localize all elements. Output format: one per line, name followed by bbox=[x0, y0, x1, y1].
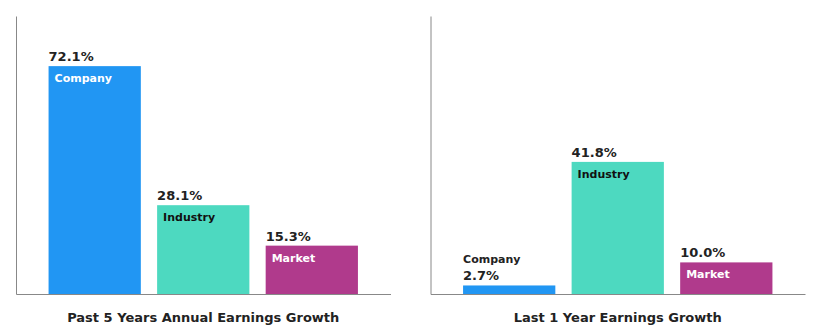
labels: 72.1% Company 28.1% Industry 15.3% Market bbox=[49, 49, 316, 265]
value-label: 28.1% bbox=[157, 188, 202, 203]
x-axis-line bbox=[17, 294, 392, 295]
bar bbox=[572, 162, 664, 294]
bar bbox=[266, 246, 358, 294]
category-label: Company bbox=[463, 253, 520, 266]
bars bbox=[49, 66, 358, 294]
value-label: 2.7% bbox=[463, 268, 499, 283]
category-label: Market bbox=[686, 268, 730, 281]
category-label: Company bbox=[55, 72, 112, 85]
bar bbox=[680, 262, 772, 294]
y-axis bbox=[16, 17, 17, 295]
x-axis bbox=[17, 294, 392, 295]
panel: 72.1% Company 28.1% Industry 15.3% Market Past… bbox=[17, 17, 392, 326]
labels: 2.7% Company 41.8% Industry 10.0% Market bbox=[463, 145, 730, 284]
x-label: Past 5 Years Annual Earnings Growth bbox=[67, 310, 339, 325]
bar bbox=[49, 66, 141, 294]
panel: 2.7% Company 41.8% Industry 10.0% Market Last … bbox=[431, 17, 806, 326]
x-axis-line bbox=[431, 294, 806, 295]
x-axis bbox=[431, 294, 806, 295]
y-axis-line bbox=[16, 17, 17, 295]
value-label: 15.3% bbox=[266, 229, 311, 244]
y-axis bbox=[431, 17, 432, 295]
value-label: 41.8% bbox=[572, 145, 617, 160]
chart-svg: 72.1% Company 28.1% Industry 15.3% Market Past… bbox=[0, 0, 821, 334]
category-label: Industry bbox=[578, 168, 630, 181]
value-label: 10.0% bbox=[680, 245, 725, 260]
bar bbox=[157, 205, 249, 294]
y-axis-line bbox=[431, 17, 432, 295]
bar bbox=[463, 285, 555, 294]
x-label: Last 1 Year Earnings Growth bbox=[514, 310, 722, 325]
bars bbox=[463, 162, 772, 294]
value-label: 72.1% bbox=[49, 49, 94, 64]
category-label: Market bbox=[272, 252, 316, 265]
category-label: Industry bbox=[163, 211, 215, 224]
